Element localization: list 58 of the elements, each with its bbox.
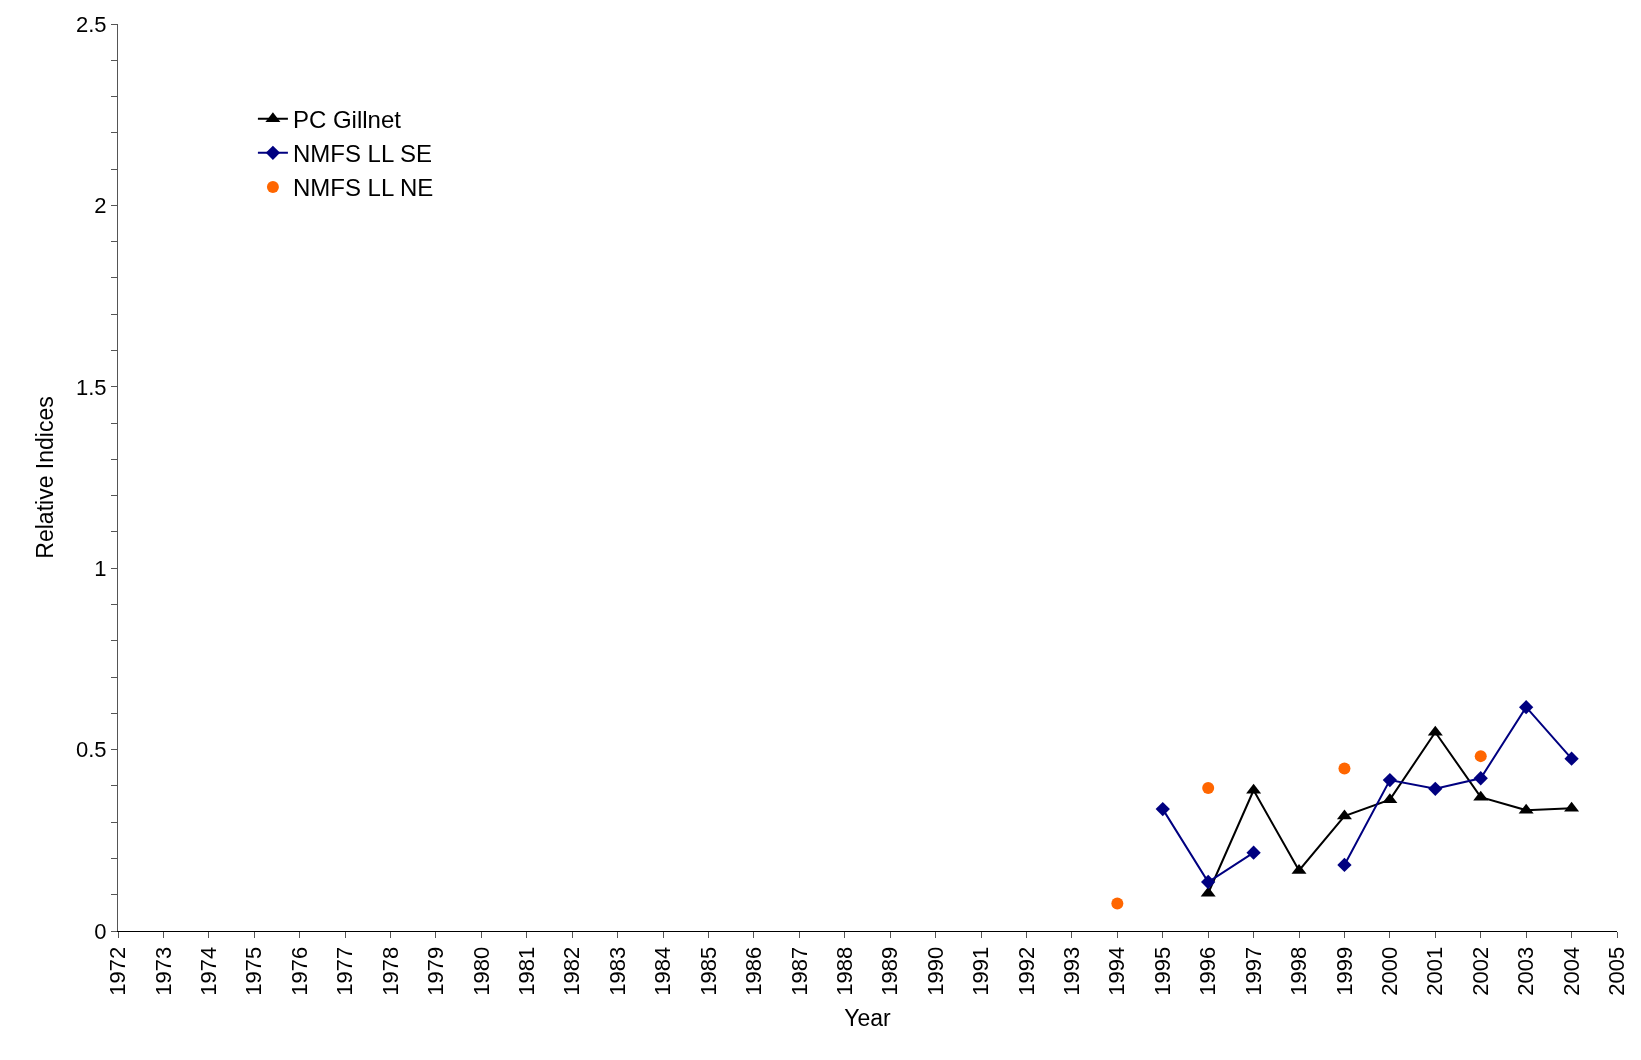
x-tick-label: 1974 [196,946,221,996]
x-tick-label: 1998 [1286,946,1312,996]
x-tick-label: 1977 [332,946,358,996]
x-tick-label: 2004 [1558,946,1584,996]
x-tick-label: 1972 [105,946,131,996]
x-tick-label: 1991 [968,946,994,996]
x-tick-label: 1992 [1013,946,1039,996]
x-tick-label: 2002 [1467,946,1493,996]
x-tick-label: 1975 [241,946,267,996]
x-tick-label: 1982 [559,946,585,996]
point [1519,700,1534,715]
x-tick-label: 1988 [831,946,857,996]
legend-label: PC Gillnet [292,106,402,134]
x-tick-label: 1985 [695,946,721,996]
x-tick-label: 2003 [1513,946,1539,996]
point [1111,897,1124,910]
point [1202,782,1215,795]
x-tick-label: 1981 [513,946,539,996]
y-tick-label: 0.5 [76,737,107,763]
point [1246,845,1261,860]
x-tick-label: 1989 [877,946,903,996]
point [1337,857,1352,873]
y-tick-label: 2 [94,193,107,219]
point [1473,771,1488,786]
point [1428,781,1443,796]
x-tick-label: 1997 [1240,946,1266,996]
x-tick-label: 1994 [1104,946,1130,996]
x-tick-label: 2000 [1377,946,1403,996]
x-tick-label: 2001 [1422,946,1448,996]
x-tick-label: 1999 [1331,946,1357,996]
x-tick-label: 1996 [1195,946,1221,996]
x-tick-label: 1978 [377,946,403,996]
y-tick-label: 1 [94,555,107,581]
x-tick-label: 1979 [423,946,449,996]
legend-label: NMFS LL NE [292,174,434,202]
point [1564,751,1579,766]
point [1201,874,1216,890]
x-tick-label: 1990 [922,946,948,996]
x-tick-label: 2005 [1604,946,1630,996]
y-tick-label: 1.5 [76,374,107,400]
x-tick-label: 1983 [604,946,630,996]
x-tick-label: 1973 [150,946,176,996]
x-tick-label: 1980 [468,946,494,996]
point [1155,801,1170,817]
x-tick-label: 1986 [741,946,767,996]
x-tick-label: 1993 [1059,946,1085,996]
y-tick-label: 2.5 [76,11,107,37]
x-tick-label: 1987 [786,946,812,996]
x-tick-label: 1995 [1149,946,1175,996]
legend-label: NMFS LL SE [292,140,433,168]
x-tick-label: 1976 [286,946,312,996]
point [1338,762,1351,775]
point [1474,750,1487,763]
x-tick-label: 1984 [650,946,676,996]
x-axis-title: Year [844,1005,892,1032]
y-axis-title: Relative Indices [32,396,59,559]
y-tick-label: 0 [94,918,107,944]
point [1382,772,1398,788]
